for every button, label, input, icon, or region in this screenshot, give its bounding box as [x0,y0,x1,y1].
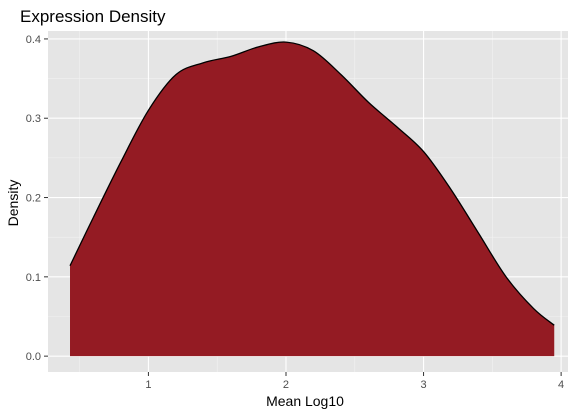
x-tick-label: 3 [420,379,426,391]
y-tick-label: 0.0 [26,351,41,363]
y-tick-label: 0.1 [26,272,41,284]
y-axis-ticks: 0.0 0.1 0.2 0.3 0.4 [26,34,48,363]
x-axis-title: Mean Log10 [266,393,344,409]
x-tick-label: 1 [145,379,151,391]
chart-title: Expression Density [20,7,166,26]
y-tick-label: 0.4 [26,34,41,46]
y-tick-label: 0.3 [26,113,41,125]
y-axis-title: Density [5,180,21,227]
y-tick-label: 0.2 [26,193,41,205]
x-tick-label: 2 [283,379,289,391]
x-axis-ticks: 1 2 3 4 [145,372,564,391]
x-tick-label: 4 [558,379,564,391]
